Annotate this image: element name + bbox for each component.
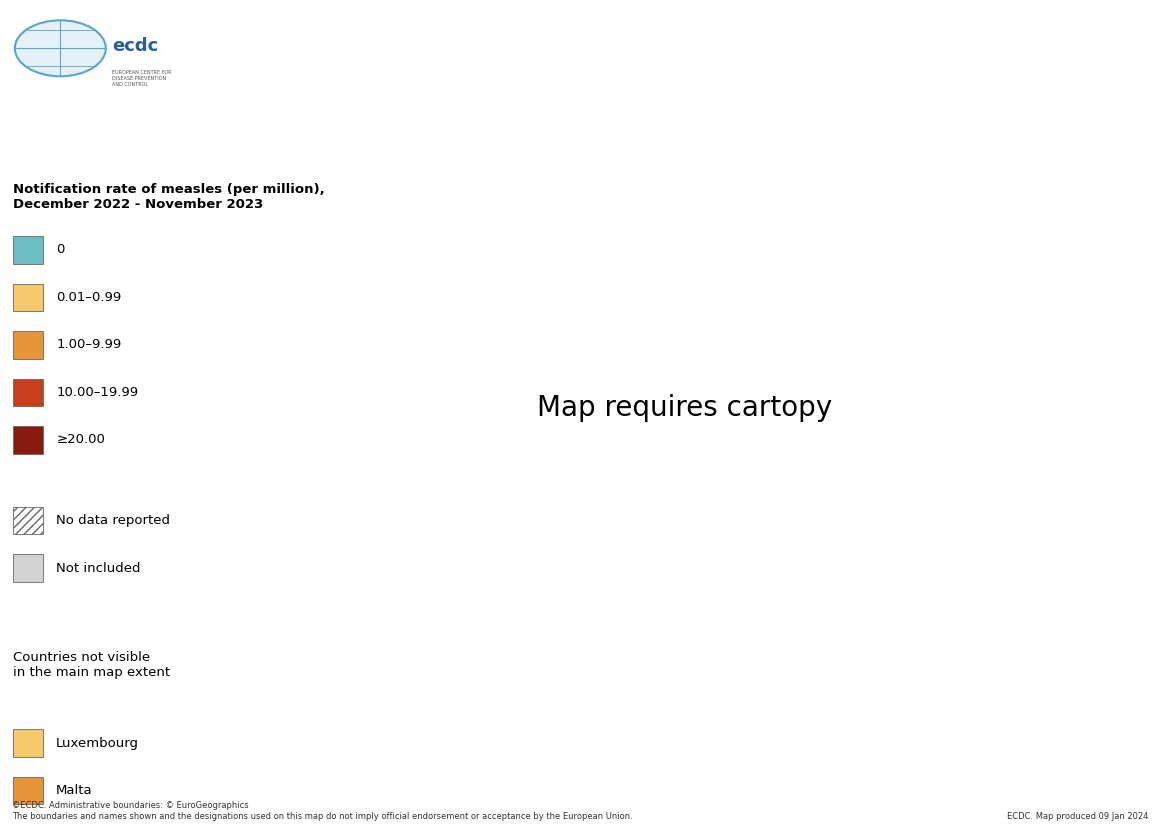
Text: ecdc: ecdc bbox=[113, 37, 159, 55]
Text: ≥20.00: ≥20.00 bbox=[56, 433, 106, 446]
Circle shape bbox=[15, 20, 106, 77]
FancyBboxPatch shape bbox=[13, 378, 43, 407]
Text: Map requires cartopy: Map requires cartopy bbox=[537, 394, 832, 422]
Text: 0: 0 bbox=[56, 243, 65, 257]
Text: Notification rate of measles (per million),
December 2022 - November 2023: Notification rate of measles (per millio… bbox=[13, 183, 325, 212]
FancyBboxPatch shape bbox=[13, 730, 43, 757]
Text: EUROPEAN CENTRE FOR
DISEASE PREVENTION
AND CONTROL: EUROPEAN CENTRE FOR DISEASE PREVENTION A… bbox=[113, 70, 172, 87]
Text: 1.00–9.99: 1.00–9.99 bbox=[56, 338, 122, 352]
Text: 0.01–0.99: 0.01–0.99 bbox=[56, 291, 122, 304]
Text: Countries not visible
in the main map extent: Countries not visible in the main map ex… bbox=[13, 651, 169, 680]
FancyBboxPatch shape bbox=[13, 777, 43, 805]
FancyBboxPatch shape bbox=[13, 426, 43, 453]
Text: Luxembourg: Luxembourg bbox=[56, 736, 139, 750]
FancyBboxPatch shape bbox=[13, 237, 43, 263]
Text: Malta: Malta bbox=[56, 784, 93, 797]
FancyBboxPatch shape bbox=[13, 555, 43, 582]
Text: ECDC. Map produced 09 Jan 2024: ECDC. Map produced 09 Jan 2024 bbox=[1007, 811, 1148, 821]
FancyBboxPatch shape bbox=[13, 284, 43, 312]
FancyBboxPatch shape bbox=[13, 331, 43, 358]
FancyBboxPatch shape bbox=[13, 506, 43, 535]
Text: Not included: Not included bbox=[56, 561, 140, 575]
Text: 10.00–19.99: 10.00–19.99 bbox=[56, 386, 138, 399]
Text: No data reported: No data reported bbox=[56, 514, 171, 527]
Text: ©ECDC. Administrative boundaries: © EuroGeographics
The boundaries and names sho: ©ECDC. Administrative boundaries: © Euro… bbox=[12, 801, 632, 821]
